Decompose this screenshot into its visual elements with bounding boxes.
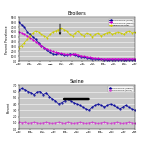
- Legend: Salmonella (Herds), Salmonella (Pork): Salmonella (Herds), Salmonella (Pork): [108, 86, 134, 92]
- Title: Swine: Swine: [70, 79, 84, 84]
- Y-axis label: Percent: Percent: [7, 102, 11, 113]
- Legend: Salmonella (flock), Salmonella (Meat), Campylobacter: Salmonella (flock), Salmonella (Meat), C…: [109, 19, 134, 26]
- Title: Broilers: Broilers: [68, 11, 86, 16]
- Y-axis label: Percent Prevalence: Percent Prevalence: [5, 25, 9, 54]
